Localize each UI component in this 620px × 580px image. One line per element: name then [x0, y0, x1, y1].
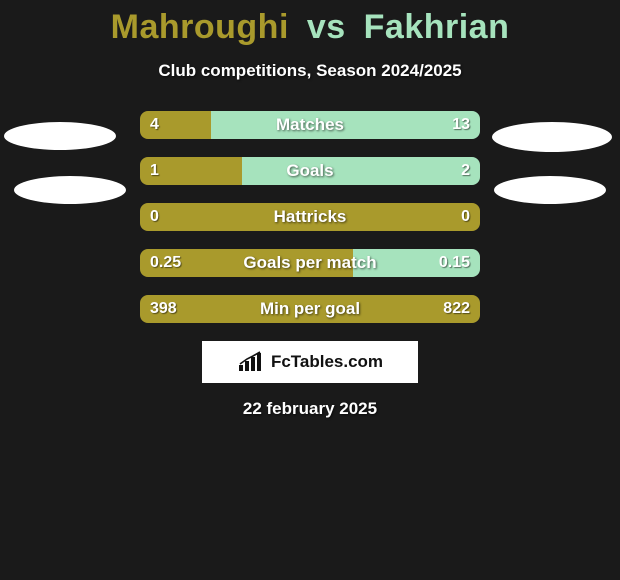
bar-right: [211, 111, 480, 139]
title-player1: Mahroughi: [111, 8, 289, 46]
bar-track: [140, 249, 480, 277]
title-vs: vs: [307, 8, 346, 46]
branding-box: FcTables.com: [202, 341, 418, 383]
title-player2: Fakhrian: [364, 8, 510, 46]
branding-text: FcTables.com: [271, 352, 383, 372]
value-left: 4: [150, 111, 159, 139]
bar-right: [242, 157, 480, 185]
bar-track: [140, 203, 480, 231]
bar-track: [140, 157, 480, 185]
page-title: Mahroughi vs Fakhrian: [0, 0, 620, 47]
value-left: 0: [150, 203, 159, 231]
value-left: 398: [150, 295, 177, 323]
team-badge-placeholder: [492, 122, 612, 152]
metric-row: 0.250.15Goals per match: [0, 249, 620, 277]
value-left: 1: [150, 157, 159, 185]
team-badge-placeholder: [4, 122, 116, 150]
bar-track: [140, 111, 480, 139]
date-label: 22 february 2025: [0, 399, 620, 419]
value-right: 0.15: [439, 249, 470, 277]
team-badge-placeholder: [14, 176, 126, 204]
bar-track: [140, 295, 480, 323]
metric-row: 398822Min per goal: [0, 295, 620, 323]
value-right: 822: [443, 295, 470, 323]
subtitle: Club competitions, Season 2024/2025: [0, 61, 620, 81]
bar-left: [140, 295, 480, 323]
value-right: 13: [452, 111, 470, 139]
value-left: 0.25: [150, 249, 181, 277]
metric-row: 00Hattricks: [0, 203, 620, 231]
value-right: 0: [461, 203, 470, 231]
bar-left: [140, 203, 480, 231]
value-right: 2: [461, 157, 470, 185]
team-badge-placeholder: [494, 176, 606, 204]
chart-icon: [237, 351, 267, 373]
